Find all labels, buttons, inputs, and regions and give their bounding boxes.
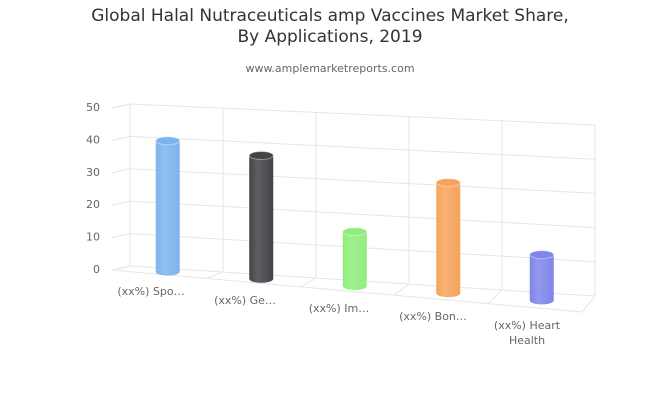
x-tick-label: (xx%) Bon… bbox=[399, 310, 467, 324]
grid-line bbox=[111, 103, 596, 126]
bar bbox=[342, 231, 367, 290]
y-tick-label: 0 bbox=[93, 263, 100, 276]
x-tick-label: (xx%) Ge… bbox=[214, 293, 276, 307]
grid-line bbox=[111, 135, 596, 160]
x-tick-label: (xx%) Spo… bbox=[117, 285, 185, 299]
y-tick-label: 20 bbox=[86, 198, 100, 211]
grid-line bbox=[111, 200, 596, 229]
y-tick-label: 10 bbox=[86, 231, 100, 244]
floor-line bbox=[487, 120, 503, 304]
bar-cap bbox=[155, 136, 181, 146]
floor-edge bbox=[111, 269, 583, 313]
chart-title: Global Halal Nutraceuticals amp Vaccines… bbox=[91, 6, 569, 47]
bar-cap bbox=[529, 250, 555, 260]
y-tick-label: 50 bbox=[86, 101, 100, 114]
y-tick-label: 40 bbox=[86, 133, 100, 146]
floor-line bbox=[111, 104, 131, 271]
floor-line bbox=[393, 116, 410, 296]
bar bbox=[529, 254, 554, 305]
bar-cap bbox=[248, 150, 274, 160]
floor-line bbox=[299, 112, 317, 288]
bar bbox=[249, 155, 274, 283]
x-tick-label: (xx%) Heart Health bbox=[493, 318, 561, 347]
bar-cap bbox=[435, 178, 461, 188]
chart-subtitle: www.amplemarketreports.com bbox=[245, 62, 415, 75]
floor-line bbox=[205, 108, 224, 279]
y-tick-label: 30 bbox=[86, 166, 100, 179]
floor-line bbox=[581, 125, 596, 313]
x-tick-label: (xx%) Im… bbox=[308, 302, 370, 315]
bar bbox=[436, 182, 461, 298]
grid-line bbox=[111, 168, 596, 194]
bar-cap bbox=[342, 227, 368, 237]
bar bbox=[155, 140, 180, 276]
